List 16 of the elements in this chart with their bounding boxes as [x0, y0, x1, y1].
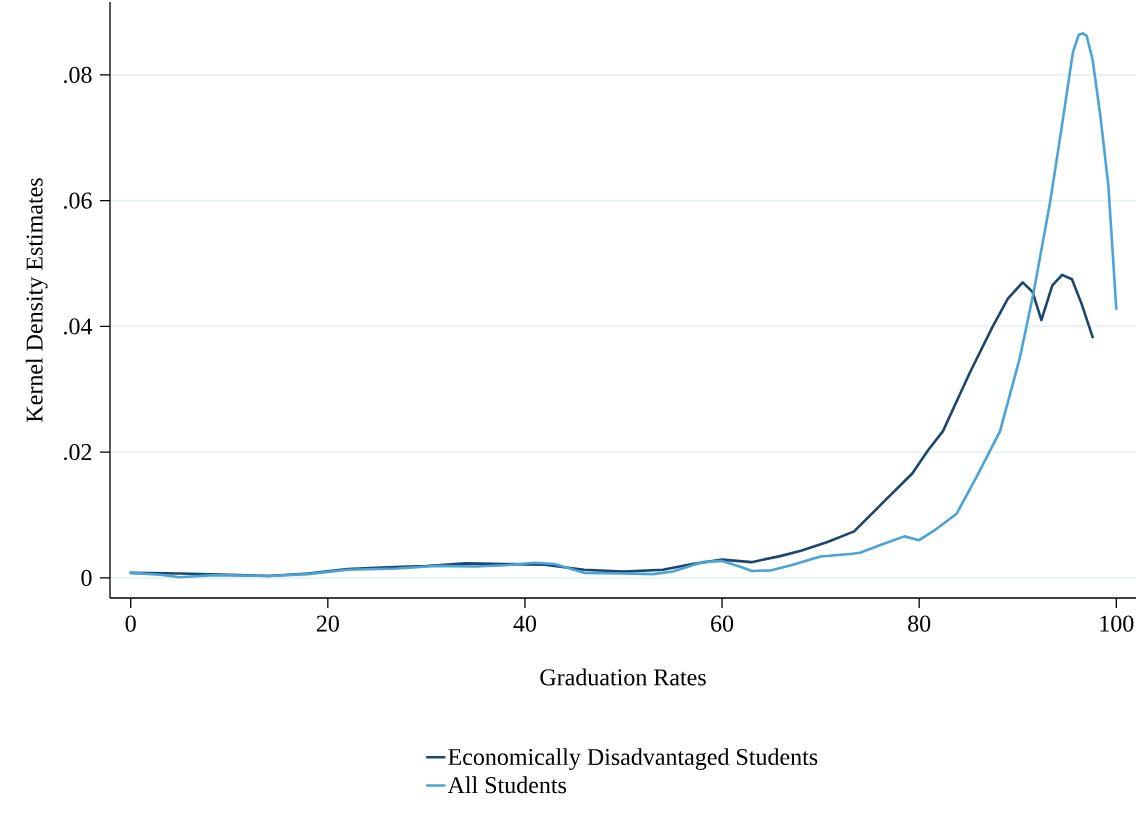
legend-label: All Students [447, 776, 567, 794]
y-tick-label: 0 [81, 569, 92, 586]
y-axis-title: Kernel Density Estimates [25, 178, 48, 422]
x-tick-label: 0 [125, 615, 136, 632]
y-tick-label: .08 [64, 66, 92, 84]
x-axis-title: Graduation Rates [540, 668, 706, 686]
y-tick-label: .04 [64, 318, 93, 335]
x-tick-label: 40 [513, 615, 537, 632]
y-tick-label: .06 [64, 192, 92, 209]
x-tick-label: 100 [1100, 615, 1134, 632]
x-tick-label: 20 [316, 615, 339, 632]
legend-label: Economically Disadvantaged Students [448, 748, 818, 771]
x-tick-label: 60 [711, 615, 734, 632]
y-tick-label: .02 [64, 443, 92, 461]
line-series [129, 32, 1118, 579]
x-tick-label: 80 [908, 615, 931, 632]
